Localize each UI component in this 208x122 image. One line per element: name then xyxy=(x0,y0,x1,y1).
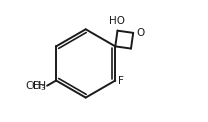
Text: F: F xyxy=(118,76,124,86)
Text: $\mathregular{CH_3}$: $\mathregular{CH_3}$ xyxy=(25,79,47,93)
Text: O: O xyxy=(136,28,145,38)
Text: CH: CH xyxy=(31,81,47,91)
Text: HO: HO xyxy=(109,16,125,26)
